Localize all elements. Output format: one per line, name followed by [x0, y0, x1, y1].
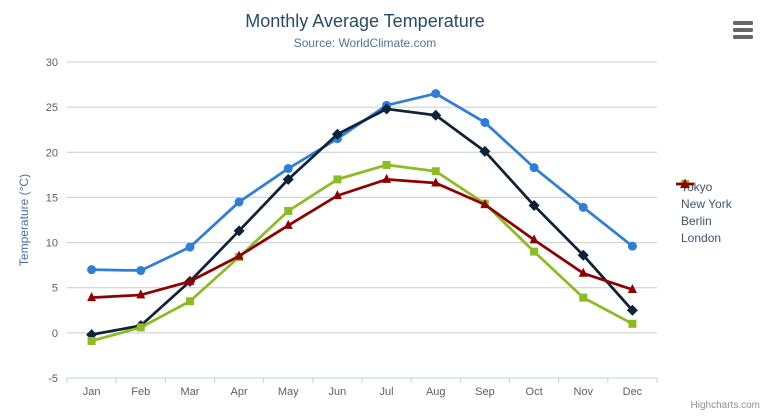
hamburger-menu-icon [733, 28, 753, 32]
chart-subtitle: Source: WorldClimate.com [293, 36, 437, 50]
x-axis-label-jan: Jan [83, 386, 101, 398]
legend-symbol-triangle-icon [676, 179, 694, 188]
series-tokyo-point-dec[interactable] [627, 241, 637, 251]
series-berlin-point-nov[interactable] [579, 293, 588, 302]
export-menu-button[interactable] [731, 20, 755, 40]
series-london-point-apr[interactable] [234, 250, 244, 260]
legend-item-london[interactable]: London [676, 179, 732, 246]
series-london-point-sep[interactable] [480, 199, 490, 209]
y-axis-label-10: 10 [46, 238, 58, 250]
series-tokyo-point-aug[interactable] [431, 89, 441, 99]
series-london-point-jun[interactable] [332, 190, 342, 200]
series-london-point-oct[interactable] [529, 234, 539, 244]
series-london-point-may[interactable] [283, 219, 293, 229]
series-tokyo-point-mar[interactable] [185, 242, 195, 252]
x-axis-label-nov: Nov [573, 386, 593, 398]
series-berlin-line[interactable] [90, 163, 634, 343]
y-axis-label-30: 30 [46, 57, 58, 69]
hamburger-menu-icon [733, 35, 753, 39]
series-berlin-point-dec[interactable] [628, 319, 637, 328]
series-berlin-point-aug[interactable] [431, 167, 440, 176]
series-tokyo-point-oct[interactable] [529, 163, 539, 173]
series-tokyo-point-sep[interactable] [480, 117, 490, 127]
series-new-york-line[interactable] [90, 107, 634, 337]
legend: Tokyo New York Berlin London [676, 178, 732, 246]
chart-title: Monthly Average Temperature [245, 11, 485, 31]
series-new-york-point-apr[interactable] [233, 225, 245, 237]
series-tokyo-point-feb[interactable] [136, 266, 146, 276]
y-axis-label-5: 5 [52, 283, 58, 295]
legend-item-berlin[interactable]: Berlin [676, 180, 732, 229]
y-axis-label-20: 20 [46, 147, 58, 159]
x-axis-label-aug: Aug [426, 386, 446, 398]
x-axis-label-apr: Apr [231, 386, 248, 398]
y-axis-label-0: 0 [52, 328, 58, 340]
x-axis-label-mar: Mar [180, 386, 199, 398]
hamburger-menu-icon [733, 21, 753, 25]
y-axis-label-25: 25 [46, 102, 58, 114]
highcharts-credit-link[interactable]: Highcharts.com [690, 400, 760, 411]
y-axis-label-15: 15 [46, 192, 58, 204]
series-tokyo-point-nov[interactable] [578, 202, 588, 212]
series-berlin-point-may[interactable] [284, 206, 293, 215]
series-tokyo-point-may[interactable] [283, 164, 293, 174]
x-axis-label-jun: Jun [329, 386, 347, 398]
x-axis-label-may: May [278, 386, 299, 398]
series-tokyo-point-jan[interactable] [87, 265, 97, 275]
series-new-york-point-dec[interactable] [626, 304, 638, 316]
series-new-york-point-jul[interactable] [381, 103, 393, 115]
series-new-york-point-may[interactable] [282, 173, 294, 185]
series-london-point-feb[interactable] [136, 289, 146, 299]
series-london-point-dec[interactable] [627, 284, 637, 294]
series-berlin-point-oct[interactable] [530, 247, 539, 256]
legend-label-berlin: Berlin [681, 213, 712, 228]
x-axis-label-sep: Sep [475, 386, 495, 398]
series-new-york-point-aug[interactable] [430, 109, 442, 121]
series-london-line[interactable] [90, 177, 634, 300]
legend-label-new-york: New York [681, 196, 732, 211]
series-new-york-point-jun[interactable] [331, 128, 343, 140]
y-axis-label--5: -5 [48, 373, 58, 385]
series-berlin-point-jul[interactable] [382, 160, 391, 169]
y-axis-title: Temperature (°C) [17, 174, 31, 266]
series-london-point-nov[interactable] [578, 267, 588, 277]
legend-label-london: London [681, 230, 722, 245]
series-new-york-point-sep[interactable] [479, 145, 491, 157]
series-tokyo-point-apr[interactable] [234, 197, 244, 207]
x-axis-label-oct: Oct [526, 386, 543, 398]
series-berlin-point-mar[interactable] [185, 297, 194, 306]
series-berlin-point-jun[interactable] [333, 175, 342, 184]
x-axis-label-feb: Feb [131, 386, 150, 398]
legend-item-new-york[interactable]: New York [676, 179, 732, 212]
x-axis-label-dec: Dec [623, 386, 643, 398]
series-london-point-aug[interactable] [431, 177, 441, 187]
series-new-york-point-oct[interactable] [528, 200, 540, 212]
series-new-york-point-nov[interactable] [577, 249, 589, 261]
series-london-point-jan[interactable] [87, 292, 97, 302]
series-london-point-jul[interactable] [382, 173, 392, 183]
series-berlin-point-jan[interactable] [87, 336, 96, 345]
series-berlin-point-feb[interactable] [136, 323, 145, 332]
series-london-point-mar[interactable] [185, 275, 195, 285]
x-axis-label-jul: Jul [380, 386, 394, 398]
